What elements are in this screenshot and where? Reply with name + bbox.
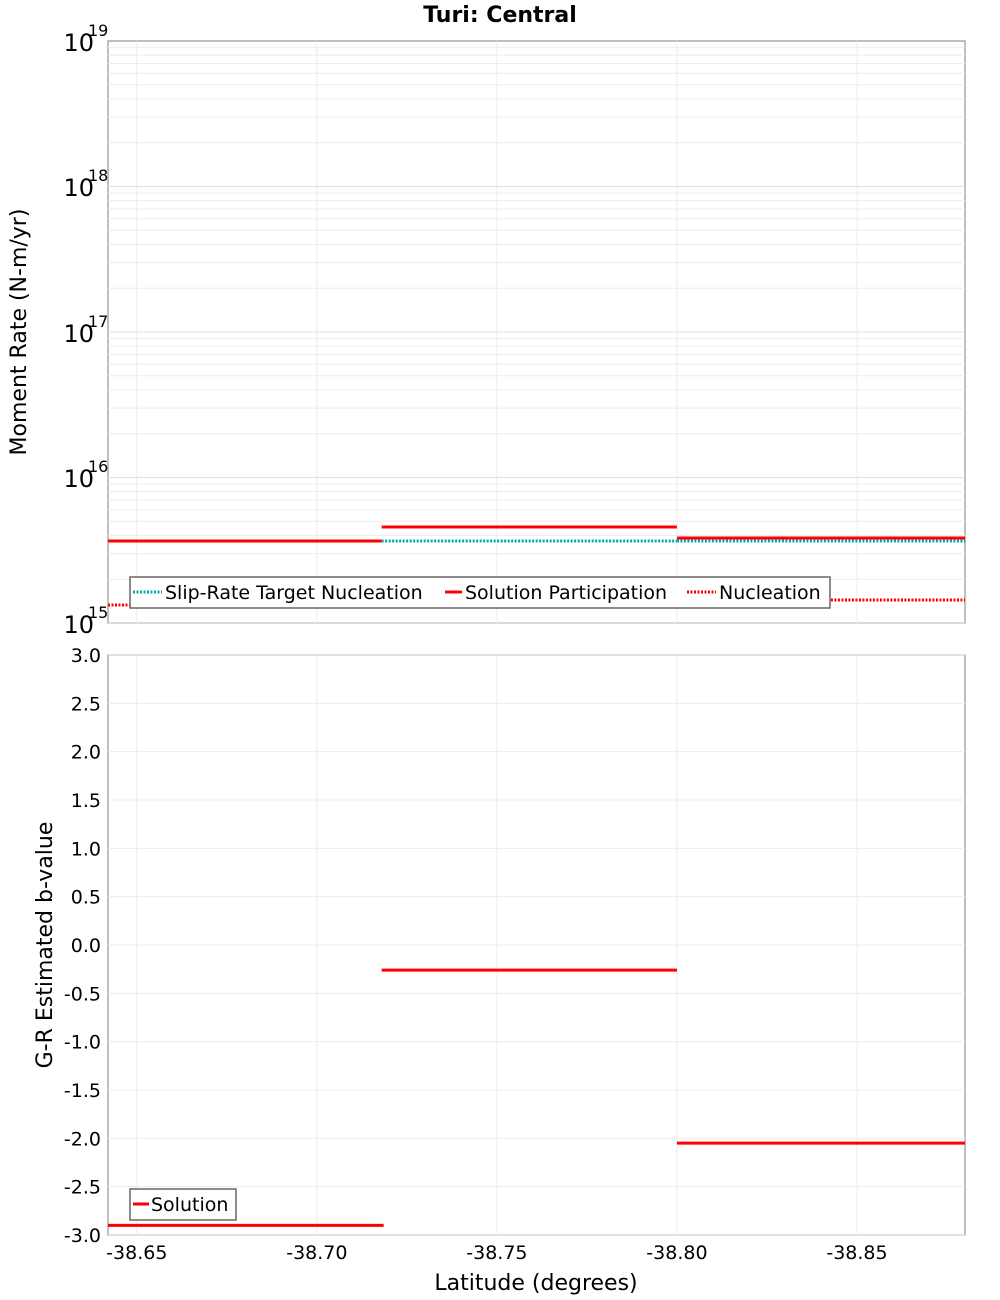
x-tick-label: -38.75 (466, 1242, 527, 1264)
svg-text:10: 10 (63, 29, 94, 57)
top-y-axis-label: Moment Rate (N-m/yr) (7, 209, 32, 456)
bottom-plot: 3.0 2.5 2.0 1.5 1.0 0.5 0.0 -0.5 -1.0 -1.5 -2.0 -2.… (33, 645, 966, 1296)
bottom-y-axis-label: G-R Estimated b-value (33, 822, 58, 1069)
legend-label-participation: Solution Participation (465, 582, 667, 604)
svg-text:10: 10 (63, 465, 94, 493)
y-tick-label: -2.0 (64, 1128, 101, 1150)
y-tick-label: 2.5 (71, 693, 101, 715)
svg-text:15: 15 (88, 603, 108, 622)
y-tick-label: 0.0 (71, 935, 101, 957)
bottom-x-ticks: -38.65 -38.70 -38.75 -38.80 -38.85 (106, 1242, 887, 1264)
svg-text:16: 16 (88, 457, 108, 476)
y-tick-label: -1.5 (64, 1080, 101, 1102)
bottom-series (108, 968, 965, 1227)
svg-text:10: 10 (63, 174, 94, 202)
bottom-legend: Solution (129, 1188, 237, 1221)
x-tick-label: -38.65 (106, 1242, 167, 1264)
bottom-y-ticks: 3.0 2.5 2.0 1.5 1.0 0.5 0.0 -0.5 -1.0 -1.5 -2.0 -2.… (64, 645, 101, 1247)
legend-label-solution: Solution (151, 1194, 228, 1216)
legend-label-slip-rate: Slip-Rate Target Nucleation (165, 582, 423, 604)
y-tick-label: 1.0 (71, 838, 101, 860)
y-tick-label: -2.5 (64, 1177, 101, 1199)
y-tick-label: -1.0 (64, 1032, 101, 1054)
svg-text:19: 19 (88, 21, 108, 40)
x-axis-label: Latitude (degrees) (434, 1271, 637, 1296)
svg-text:10: 10 (63, 320, 94, 348)
x-tick-label: -38.80 (646, 1242, 707, 1264)
x-tick-label: -38.85 (826, 1242, 887, 1264)
svg-text:18: 18 (88, 166, 108, 185)
svg-text:17: 17 (88, 312, 108, 331)
y-tick-label: -3.0 (64, 1225, 101, 1247)
y-tick-label: 2.0 (71, 742, 101, 764)
y-tick-label: 0.5 (71, 887, 101, 909)
y-tick-label: 3.0 (71, 645, 101, 667)
top-legend: Slip-Rate Target Nucleation Solution Par… (129, 576, 831, 609)
svg-text:10: 10 (63, 611, 94, 639)
y-tick-label: -0.5 (64, 983, 101, 1005)
y-tick-label: 1.5 (71, 790, 101, 812)
legend-label-nucleation: Nucleation (719, 582, 821, 604)
x-tick-label: -38.70 (286, 1242, 347, 1264)
chart-title: Turi: Central (423, 3, 577, 28)
